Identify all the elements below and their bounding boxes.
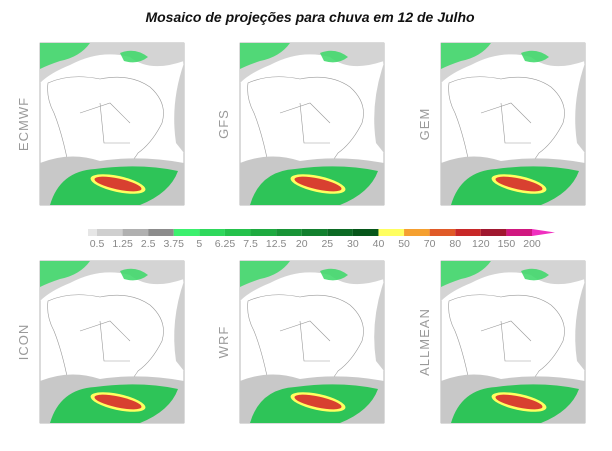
rain-green xyxy=(240,261,348,287)
colorbar-label: 1.25 xyxy=(112,238,133,250)
colorbar-segment xyxy=(224,229,251,236)
colorbar-label: 6.25 xyxy=(215,238,236,250)
colorbar-segment xyxy=(199,229,225,236)
rain-green xyxy=(441,261,549,287)
colorbar-segment xyxy=(455,229,481,236)
rain-gray-right xyxy=(374,63,384,153)
rain-gray-right xyxy=(575,63,585,153)
model-label: GFS xyxy=(216,109,231,139)
rain-green xyxy=(240,43,348,69)
colorbar-label: 200 xyxy=(523,238,541,250)
map-panel xyxy=(239,260,385,424)
colorbar-label: 70 xyxy=(424,238,436,250)
colorbar-segment xyxy=(506,229,532,236)
rain-gray-right xyxy=(174,63,184,153)
rain-core-red xyxy=(94,394,142,410)
title: Mosaico de projeções para chuva em 12 de… xyxy=(145,9,475,25)
colorbar-segment xyxy=(276,229,302,236)
colorbar-label: 30 xyxy=(347,238,359,250)
model-label: WRF xyxy=(216,326,231,359)
colorbar-segment xyxy=(429,229,456,236)
colorbar-label: 50 xyxy=(398,238,410,250)
colorbar-label: 0.5 xyxy=(90,238,105,250)
colorbar-label: 120 xyxy=(472,238,490,250)
rain-green xyxy=(40,43,148,69)
map-panel xyxy=(39,260,185,424)
rain-green xyxy=(40,261,148,287)
model-label: ALLMEAN xyxy=(417,308,432,376)
colorbar-segment xyxy=(148,229,174,236)
colorbar-label: 7.5 xyxy=(243,238,258,250)
rain-core-red xyxy=(294,176,342,192)
model-label: ECMWF xyxy=(16,97,31,151)
rain-core-red xyxy=(94,176,142,192)
colorbar-label: 12.5 xyxy=(266,238,287,250)
model-label: ICON xyxy=(16,324,31,361)
rain-core-red xyxy=(495,394,543,410)
model-label: GEM xyxy=(417,108,432,141)
colorbar-segment xyxy=(97,229,123,236)
rain-green xyxy=(441,43,549,69)
map-panel xyxy=(39,42,185,206)
colorbar-segment xyxy=(404,229,430,236)
colorbar-label: 150 xyxy=(498,238,516,250)
colorbar-segment xyxy=(250,229,277,236)
colorbar-label: 25 xyxy=(321,238,333,250)
colorbar-segment xyxy=(327,229,353,236)
rain-gray-right xyxy=(374,281,384,371)
colorbar-label: 2.5 xyxy=(141,238,156,250)
colorbar-label: 3.75 xyxy=(164,238,185,250)
map-panel xyxy=(239,42,385,206)
colorbar-label: 40 xyxy=(373,238,385,250)
colorbar-arrow xyxy=(532,229,555,236)
map-panel xyxy=(440,260,586,424)
rain-gray-right xyxy=(174,281,184,371)
colorbar-segment xyxy=(301,229,328,236)
rain-core-red xyxy=(495,176,543,192)
rain-core-red xyxy=(294,394,342,410)
colorbar-segment xyxy=(378,229,405,236)
colorbar-label: 5 xyxy=(196,238,202,250)
colorbar: 0.5 1.25 2.5 3.75 5 6.25 7.5 12.5 20 25 30 40 50 70 80… xyxy=(88,229,555,250)
colorbar-segment xyxy=(173,229,200,236)
colorbar-label: 80 xyxy=(449,238,461,250)
colorbar-segment xyxy=(480,229,507,236)
colorbar-segment xyxy=(122,229,149,236)
rain-gray-right xyxy=(575,281,585,371)
colorbar-segment xyxy=(88,229,97,236)
colorbar-segment xyxy=(352,229,379,236)
colorbar-label: 20 xyxy=(296,238,308,250)
map-panel xyxy=(440,42,586,206)
